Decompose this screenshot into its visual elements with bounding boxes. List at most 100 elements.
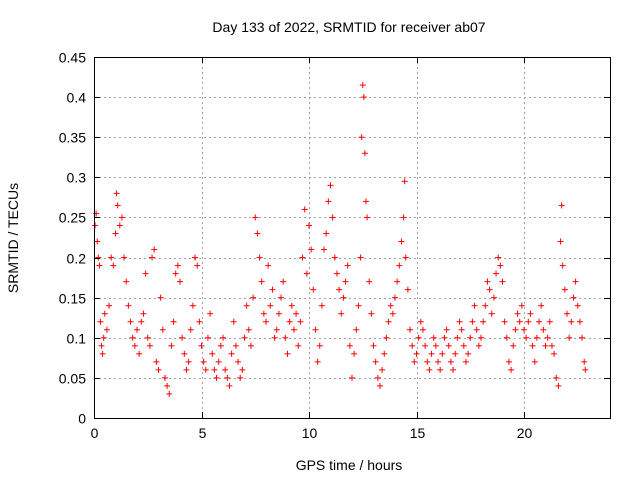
data-point <box>96 262 103 269</box>
data-point <box>204 334 211 341</box>
data-point <box>100 334 107 341</box>
data-point <box>361 150 368 157</box>
data-point <box>478 334 484 341</box>
data-point <box>217 342 224 349</box>
data-point <box>230 318 237 325</box>
data-point <box>215 358 222 365</box>
data-point <box>321 246 328 253</box>
data-point <box>183 366 190 373</box>
data-point <box>430 334 437 341</box>
data-point <box>445 342 452 349</box>
data-point <box>116 222 123 229</box>
data-point <box>146 342 153 349</box>
data-point <box>172 270 179 277</box>
data-point <box>568 318 575 325</box>
data-point <box>329 214 336 221</box>
data-point <box>207 310 214 317</box>
data-point <box>138 318 145 325</box>
data-point <box>542 342 549 349</box>
data-point <box>493 270 500 277</box>
data-point <box>447 358 454 365</box>
data-point <box>366 278 373 285</box>
data-point <box>540 326 547 333</box>
data-point <box>370 342 377 349</box>
data-point <box>401 178 408 185</box>
data-point <box>514 310 521 317</box>
axis-ticks: 0 0.05 0.1 0.15 0.2 0.25 0.3 0.35 0.4 0.45 0 5 10 15 2… <box>59 50 610 441</box>
data-point <box>235 358 242 365</box>
data-point <box>360 94 367 101</box>
data-point <box>286 318 293 325</box>
data-point <box>432 342 439 349</box>
data-point <box>368 310 375 317</box>
data-point <box>103 326 110 333</box>
data-point <box>318 302 325 309</box>
grid-layer <box>94 57 610 418</box>
data-point <box>325 198 332 205</box>
data-point <box>114 202 121 209</box>
y-tick-label: 0 <box>78 411 86 427</box>
data-point <box>301 206 308 213</box>
data-point <box>327 182 334 189</box>
data-point <box>333 270 340 277</box>
data-point <box>536 318 543 325</box>
data-point <box>250 294 257 301</box>
data-point <box>192 254 199 261</box>
data-point <box>456 318 463 325</box>
data-point <box>559 262 566 269</box>
y-tick-label: 0.1 <box>67 331 87 347</box>
data-point <box>127 318 134 325</box>
data-point <box>452 350 459 357</box>
data-point <box>185 358 192 365</box>
data-point <box>525 318 532 325</box>
data-point <box>383 334 390 341</box>
data-point <box>523 334 530 341</box>
y-axis-title: SRMTID / TECUs <box>5 183 21 293</box>
data-point <box>415 334 422 341</box>
data-point <box>280 278 287 285</box>
data-point <box>211 366 218 373</box>
data-point <box>293 310 300 317</box>
data-point <box>572 278 579 285</box>
data-point <box>331 254 338 261</box>
y-tick-label: 0.45 <box>59 50 86 66</box>
data-point <box>480 318 487 325</box>
data-point <box>232 342 239 349</box>
data-point <box>387 302 394 309</box>
y-tick-label: 0.35 <box>59 130 86 146</box>
data-point <box>561 286 568 293</box>
data-point <box>273 326 280 333</box>
data-point <box>460 342 467 349</box>
data-point <box>200 358 207 365</box>
data-point <box>518 302 525 309</box>
data-point <box>374 374 381 381</box>
data-point <box>428 350 435 357</box>
data-point <box>149 254 156 261</box>
data-point <box>267 302 274 309</box>
data-point <box>379 366 386 373</box>
data-point <box>529 342 536 349</box>
data-point <box>344 262 351 269</box>
data-point <box>372 358 379 365</box>
data-point <box>284 350 291 357</box>
data-point <box>450 366 457 373</box>
data-point <box>179 334 186 341</box>
y-tick-label: 0.3 <box>67 170 87 186</box>
data-point <box>95 254 102 261</box>
data-point <box>407 326 414 333</box>
data-point <box>113 190 120 197</box>
data-point <box>213 374 220 381</box>
data-point <box>189 302 196 309</box>
data-point <box>482 302 489 309</box>
data-point <box>269 286 276 293</box>
data-point <box>194 262 201 269</box>
x-tick-label: 0 <box>91 425 99 441</box>
data-point <box>409 342 416 349</box>
data-point <box>581 358 588 365</box>
data-point <box>402 254 409 261</box>
data-point <box>151 246 158 253</box>
data-point <box>99 350 106 357</box>
data-point <box>161 374 168 381</box>
